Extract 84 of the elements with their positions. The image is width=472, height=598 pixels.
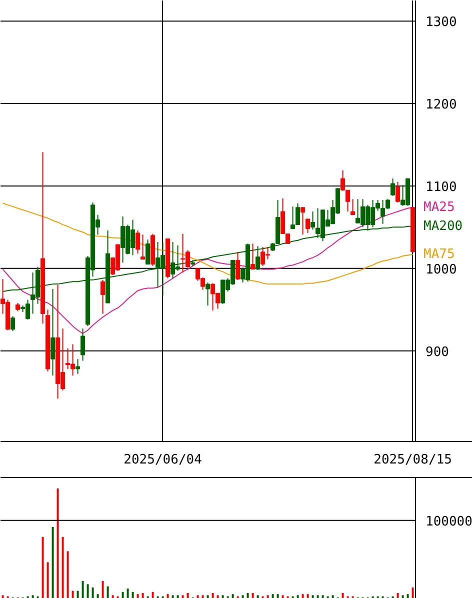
bar bbox=[222, 595, 224, 598]
bar bbox=[216, 595, 219, 598]
bar bbox=[332, 595, 334, 598]
bar bbox=[202, 595, 204, 598]
bar bbox=[42, 536, 44, 598]
bar bbox=[106, 586, 109, 598]
bar bbox=[412, 588, 414, 598]
bar bbox=[72, 590, 74, 598]
bar bbox=[312, 595, 314, 598]
bar bbox=[316, 595, 319, 598]
bar bbox=[322, 595, 324, 598]
bar bbox=[176, 595, 179, 598]
bar bbox=[136, 594, 139, 598]
x-tick-label: 2025/08/15 bbox=[374, 452, 452, 468]
candlestick bbox=[10, 316, 16, 332]
bar bbox=[266, 595, 269, 598]
bar bbox=[272, 594, 274, 598]
bar bbox=[246, 593, 249, 598]
candlestick bbox=[300, 206, 306, 236]
bar bbox=[342, 593, 344, 598]
series-label: MA200 bbox=[424, 218, 463, 234]
bar bbox=[166, 594, 169, 598]
candlestick bbox=[146, 239, 150, 265]
bar bbox=[406, 594, 409, 598]
candlestick bbox=[350, 198, 356, 216]
candlestick bbox=[390, 178, 396, 196]
bar bbox=[302, 594, 304, 598]
bar bbox=[62, 536, 64, 598]
bar bbox=[306, 594, 309, 598]
bar bbox=[76, 590, 79, 598]
bar bbox=[102, 580, 104, 598]
bar bbox=[152, 592, 154, 598]
candlestick bbox=[256, 246, 260, 271]
x-tick-label: 2025/06/04 bbox=[124, 452, 202, 468]
candlestick bbox=[310, 211, 316, 230]
bar bbox=[276, 594, 279, 598]
bar bbox=[132, 592, 134, 598]
line-series bbox=[2, 202, 414, 285]
candlestick bbox=[250, 243, 256, 270]
candlestick bbox=[136, 230, 140, 254]
bar bbox=[52, 527, 54, 598]
bar bbox=[66, 551, 69, 598]
bar bbox=[256, 595, 259, 598]
series-label: MA75 bbox=[424, 246, 455, 262]
bar bbox=[172, 595, 174, 598]
y-tick-label: 1000 bbox=[426, 262, 457, 278]
bar bbox=[46, 562, 49, 598]
bar bbox=[296, 595, 299, 598]
bar bbox=[402, 595, 404, 598]
candlestick bbox=[80, 328, 86, 362]
bar bbox=[112, 595, 114, 598]
candlestick bbox=[140, 234, 146, 260]
y-tick-label: 1300 bbox=[426, 15, 457, 30]
bar bbox=[56, 488, 59, 598]
bar bbox=[122, 592, 124, 598]
candlestick bbox=[50, 288, 56, 376]
candlestick bbox=[100, 279, 106, 314]
bar bbox=[96, 594, 99, 598]
y-tick-label: 900 bbox=[426, 344, 449, 360]
bar bbox=[182, 595, 184, 598]
line-series bbox=[2, 206, 414, 334]
bar bbox=[142, 593, 144, 598]
bar bbox=[396, 593, 399, 598]
bar bbox=[282, 595, 284, 598]
y-tick-label: 1200 bbox=[426, 98, 457, 113]
series-label: MA25 bbox=[424, 200, 455, 215]
bar bbox=[82, 580, 84, 598]
candlestick bbox=[206, 282, 210, 306]
bar bbox=[212, 593, 214, 598]
candlestick bbox=[236, 251, 240, 280]
candlestick bbox=[306, 218, 310, 234]
bar bbox=[232, 594, 234, 598]
bar bbox=[206, 595, 209, 598]
bar bbox=[242, 595, 244, 598]
bar bbox=[186, 593, 189, 598]
bar bbox=[252, 593, 254, 598]
bar bbox=[196, 595, 199, 598]
y-tick-label: 1100 bbox=[426, 180, 457, 195]
candlestick bbox=[396, 181, 400, 203]
bar bbox=[92, 588, 94, 598]
text: 100000 bbox=[426, 514, 472, 530]
bar bbox=[126, 588, 129, 598]
candlestick bbox=[76, 358, 80, 374]
bar bbox=[86, 584, 89, 598]
